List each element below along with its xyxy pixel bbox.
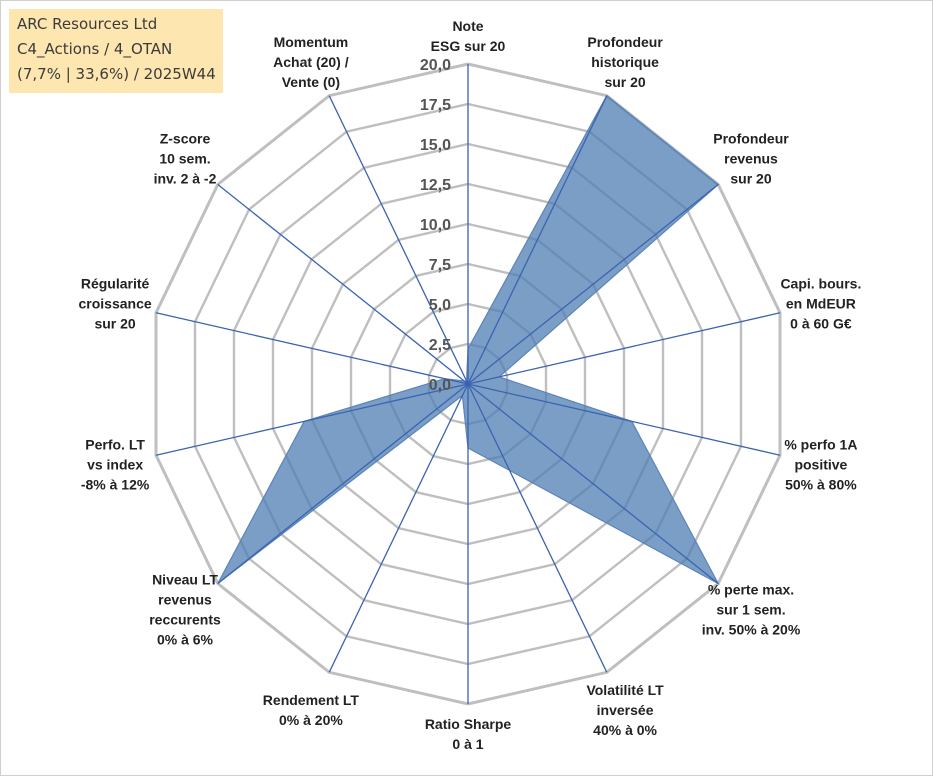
radar-axis-labels: Note ESG sur 20 Profondeur historique sur 20… (79, 18, 862, 752)
axis-label: % perte max. sur 1 sem. inv. 50% à 20% (702, 582, 801, 638)
radar-tick-labels: 0,0 2,5 5,0 7,5 10,0 12,5 15,0 17,5 20,0 (420, 57, 451, 394)
axis-label: Profondeur revenus sur 20 (713, 130, 789, 186)
axis-label: Note ESG sur 20 (431, 18, 506, 54)
axis-spoke (328, 95, 469, 385)
axis-spoke (155, 383, 469, 456)
axis-label: Rendement LT 0% à 20% (263, 692, 360, 728)
tick-label: 10,0 (420, 217, 451, 234)
radar-spokes (155, 64, 781, 704)
axis-label: % perfo 1A positive 50% à 80% (784, 437, 857, 493)
axis-spoke (217, 183, 469, 385)
axis-label: Perfo. LT vs index -8% à 12% (81, 437, 150, 493)
info-stats-week: (7,7% | 33,6%) / 2025W44 (17, 65, 216, 83)
axis-spoke (467, 383, 608, 673)
axis-label: Momentum Achat (20) / Vente (0) (273, 34, 349, 90)
info-box: ARC Resources Ltd C4_Actions / 4_OTAN (7… (9, 9, 223, 93)
axis-label: Ratio Sharpe 0 à 1 (425, 716, 512, 752)
axis-spoke (155, 312, 469, 385)
axis-spoke (467, 95, 608, 385)
axis-label: Z-score 10 sem. inv. 2 à -2 (154, 130, 217, 186)
tick-label: 20,0 (420, 57, 451, 74)
info-portfolio: C4_Actions / 4_OTAN (17, 40, 173, 58)
axis-spoke (467, 383, 719, 585)
axis-label: Capi. bours. en MdEUR 0 à 60 G€ (780, 275, 861, 331)
axis-label: Volatilité LT inversée 40% à 0% (586, 682, 664, 738)
axis-spoke (467, 183, 719, 385)
tick-label: 17,5 (420, 97, 451, 114)
axis-label: Régularité croissance sur 20 (79, 275, 152, 331)
tick-label: 12,5 (420, 177, 451, 194)
axis-label: Profondeur historique sur 20 (587, 34, 663, 90)
axis-spoke (328, 383, 469, 673)
axis-spoke (467, 312, 781, 385)
tick-label: 15,0 (420, 137, 451, 154)
tick-label: 0,0 (429, 377, 451, 394)
tick-label: 7,5 (429, 257, 451, 274)
axis-label: Niveau LT revenus reccurents 0% à 6% (149, 572, 221, 648)
axis-spoke (217, 383, 469, 585)
tick-label: 5,0 (429, 297, 451, 314)
info-company-name: ARC Resources Ltd (17, 15, 158, 33)
tick-label: 2,5 (429, 337, 451, 354)
axis-spoke (467, 383, 781, 456)
